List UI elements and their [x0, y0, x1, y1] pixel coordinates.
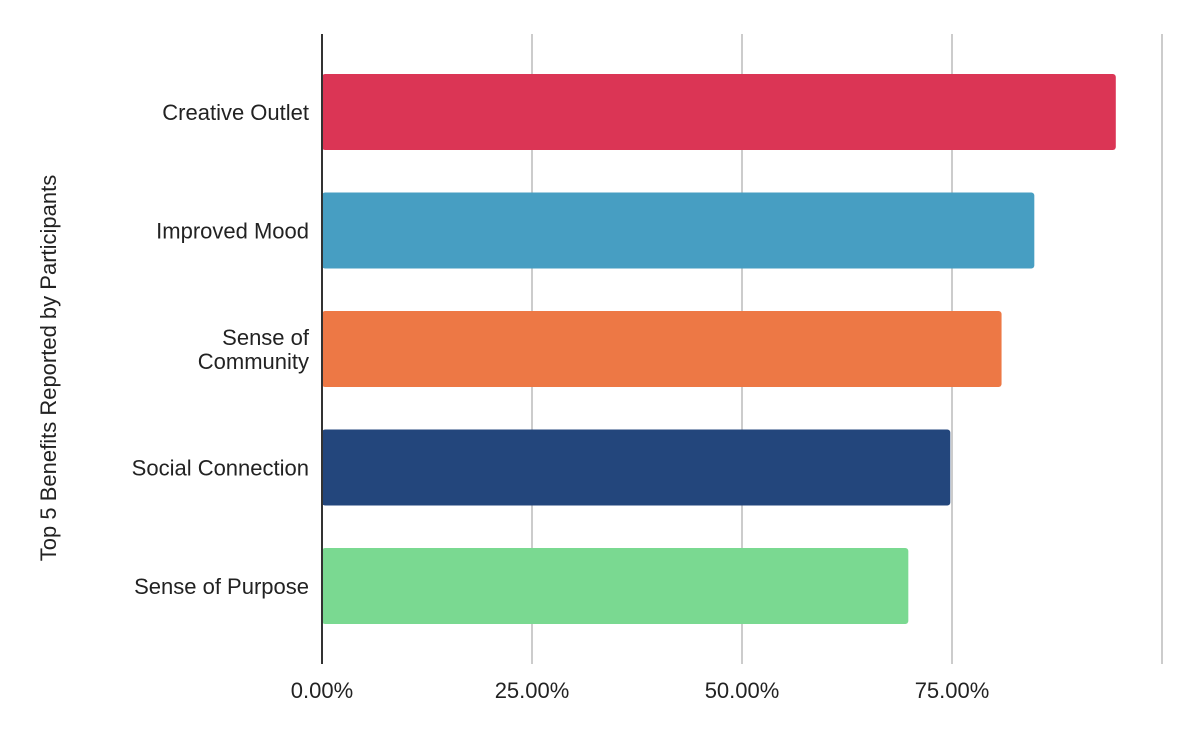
x-tick-label: 75.00%	[915, 678, 990, 703]
category-label: Creative Outlet	[162, 100, 309, 125]
bar	[322, 429, 951, 506]
y-axis-title: Top 5 Benefits Reported by Participants	[36, 175, 61, 561]
category-label: Sense of Purpose	[134, 574, 309, 599]
x-tick-label: 0.00%	[291, 678, 353, 703]
bar	[322, 192, 1035, 269]
bar	[322, 311, 1002, 387]
bar	[322, 548, 909, 624]
category-label: Social Connection	[132, 456, 309, 481]
category-labels: Creative Outlet Improved Mood Sense of Comm…	[132, 100, 310, 599]
category-label: Sense of Community	[198, 325, 310, 374]
bar	[322, 74, 1116, 150]
x-tick-labels: 0.00% 25.00% 50.00% 75.00%	[291, 678, 990, 703]
x-tick-label: 25.00%	[495, 678, 570, 703]
category-label: Improved Mood	[156, 219, 309, 244]
x-tick-label: 50.00%	[705, 678, 780, 703]
bars	[322, 74, 1116, 624]
